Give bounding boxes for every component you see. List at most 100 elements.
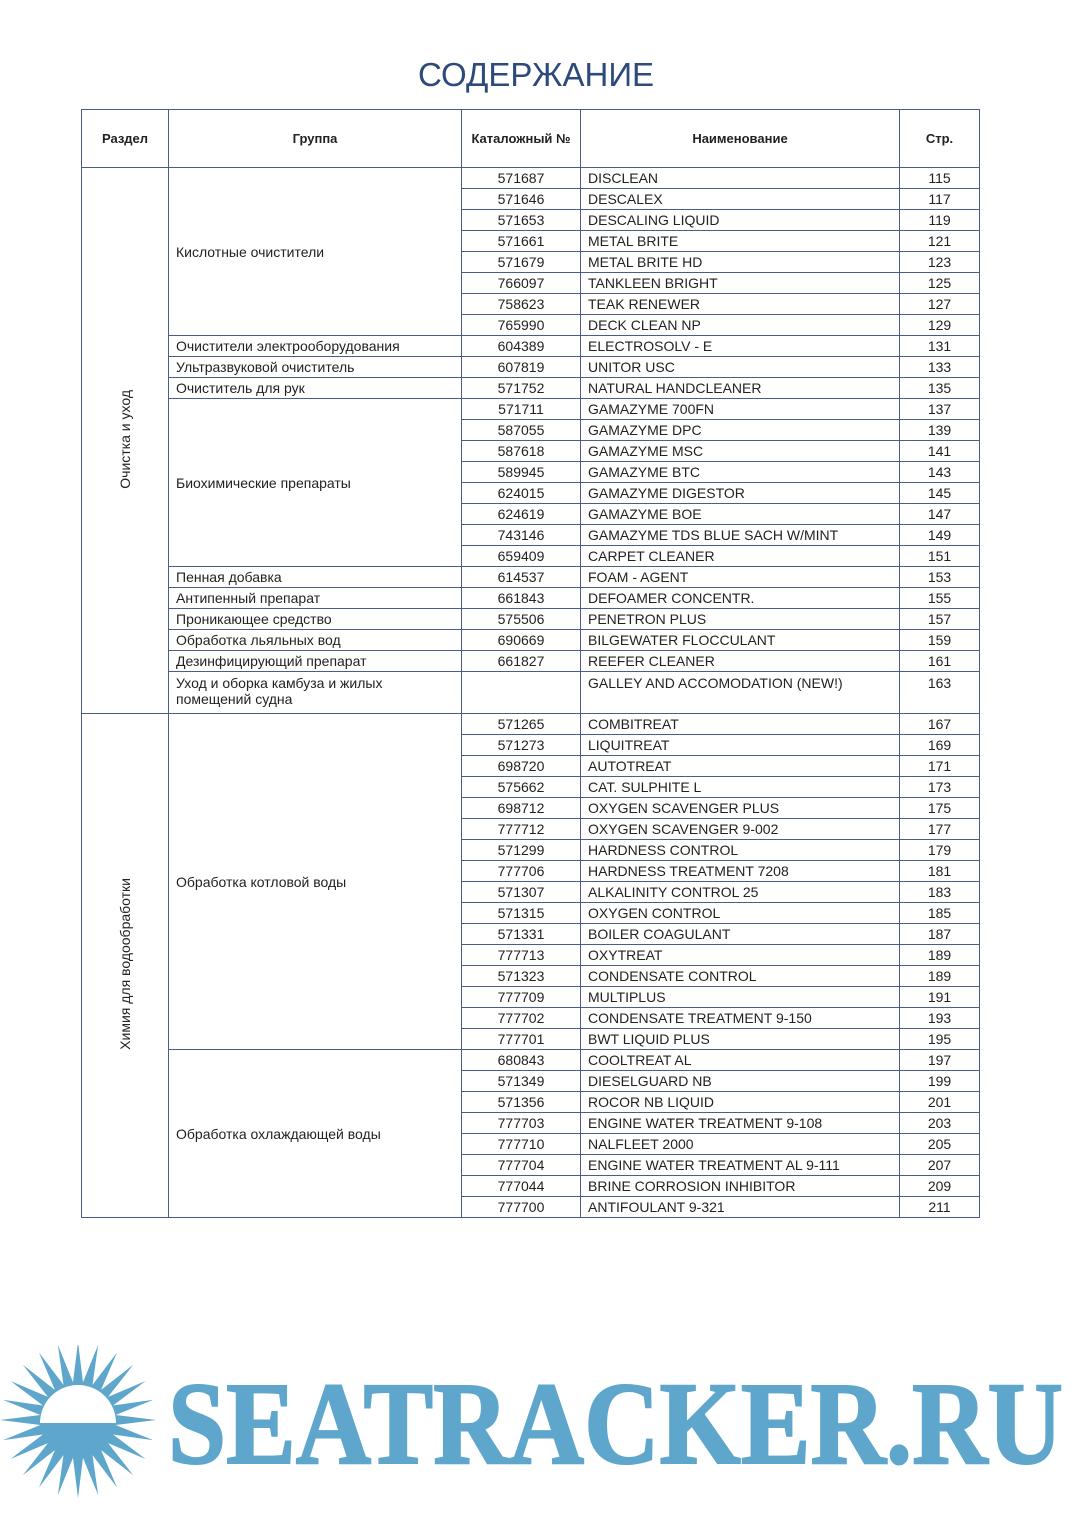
- page-number: 177: [899, 818, 980, 840]
- product-name: DECK CLEAN NP: [580, 314, 900, 336]
- page-number: 137: [899, 398, 980, 420]
- header-section: Раздел: [81, 109, 169, 168]
- product-name: CARPET CLEANER: [580, 545, 900, 567]
- table-row: 765990 DECK CLEAN NP 129: [82, 314, 980, 336]
- page-number: 125: [899, 272, 980, 294]
- product-name: OXYGEN SCAVENGER 9-002: [580, 818, 900, 840]
- page-number: 117: [899, 188, 980, 210]
- product-name: HARDNESS CONTROL: [580, 839, 900, 861]
- catalog-number: 777703: [461, 1112, 581, 1134]
- product-name: GAMAZYME MSC: [580, 440, 900, 462]
- page-number: 153: [899, 566, 980, 588]
- table-row: 743146 GAMAZYME TDS BLUE SACH W/MINT 149: [82, 524, 980, 546]
- product-name: REEFER CLEANER: [580, 650, 900, 672]
- product-name: METAL BRITE HD: [580, 251, 900, 273]
- table-row: Обработка охлаждающей воды 680843 COOLTREA…: [82, 1049, 980, 1218]
- group-cell: Обработка охлаждающей воды: [168, 1049, 462, 1218]
- table-row: Уход и оборка камбуза и жилых помещений …: [82, 671, 980, 714]
- product-name: LIQUITREAT: [580, 734, 900, 756]
- catalog-number: 777702: [461, 1007, 581, 1029]
- table-row: 777700 ANTIFOULANT 9-321 211: [82, 1196, 980, 1218]
- group-cell: Проникающее средство: [168, 608, 462, 630]
- product-name: HARDNESS TREATMENT 7208: [580, 860, 900, 882]
- catalog-number: 587618: [461, 440, 581, 462]
- page-number: 187: [899, 923, 980, 945]
- table-row: 777710 NALFLEET 2000 205: [82, 1133, 980, 1155]
- product-name: ANTIFOULANT 9-321: [580, 1196, 900, 1218]
- product-name: ROCOR NB LIQUID: [580, 1091, 900, 1113]
- product-name: COMBITREAT: [580, 713, 900, 735]
- product-name: GAMAZYME 700FN: [580, 398, 900, 420]
- catalog-number: 571323: [461, 965, 581, 987]
- catalog-number: 571661: [461, 230, 581, 252]
- product-name: DESCALEX: [580, 188, 900, 210]
- table-row: 777704 ENGINE WATER TREATMENT AL 9-111 207: [82, 1154, 980, 1176]
- table-row: Очистка и уход Кислотные очистители 571687…: [81, 167, 980, 714]
- table-row: 571273 LIQUITREAT 169: [82, 734, 980, 756]
- page-number: 205: [899, 1133, 980, 1155]
- page-number: 181: [899, 860, 980, 882]
- header-catalog: Каталожный №: [461, 109, 581, 168]
- page-number: 179: [899, 839, 980, 861]
- product-name: DISCLEAN: [580, 167, 900, 189]
- sun-logo-icon: [0, 1345, 156, 1498]
- product-name: OXYTREAT: [580, 944, 900, 966]
- catalog-number: 587055: [461, 419, 581, 441]
- catalog-number: 571646: [461, 188, 581, 210]
- page-number: 149: [899, 524, 980, 546]
- group-cell: Биохимические препараты: [168, 398, 462, 567]
- group-cell: Очистители электрооборудования: [168, 335, 462, 357]
- section-cell: Химия для водообработки: [81, 713, 169, 1218]
- page-number: 131: [899, 335, 980, 357]
- watermark-text: SEATRACKER.RU: [168, 1358, 1063, 1489]
- page-number: 189: [899, 965, 980, 987]
- contents-body: Очистка и уход Кислотные очистители 571687…: [81, 167, 980, 1218]
- product-name: DIESELGUARD NB: [580, 1070, 900, 1092]
- catalog-number: 758623: [461, 293, 581, 315]
- catalog-number: 571752: [461, 377, 581, 399]
- header-name: Наименование: [580, 109, 900, 168]
- catalog-number: 624015: [461, 482, 581, 504]
- group-cell: Уход и оборка камбуза и жилых помещений …: [168, 671, 462, 714]
- section-label: Химия для водообработки: [117, 878, 133, 1050]
- page-number: 163: [899, 671, 980, 714]
- table-row: 571299 HARDNESS CONTROL 179: [82, 839, 980, 861]
- catalog-number: 661827: [461, 650, 581, 672]
- product-name: COOLTREAT AL: [580, 1049, 900, 1071]
- catalog-number: 777706: [461, 860, 581, 882]
- product-name: GAMAZYME BOE: [580, 503, 900, 525]
- catalog-number: 777700: [461, 1196, 581, 1218]
- product-name: GAMAZYME TDS BLUE SACH W/MINT: [580, 524, 900, 546]
- catalog-number: 571679: [461, 251, 581, 273]
- product-name: UNITOR USC: [580, 356, 900, 378]
- product-name: AUTOTREAT: [580, 755, 900, 777]
- product-name: TANKLEEN BRIGHT: [580, 272, 900, 294]
- product-name: OXYGEN SCAVENGER PLUS: [580, 797, 900, 819]
- table-row: 624619 GAMAZYME BOE 147: [82, 503, 980, 525]
- section-cell: Очистка и уход: [81, 167, 169, 714]
- catalog-number: 571711: [461, 398, 581, 420]
- page-number: 127: [899, 293, 980, 315]
- product-name: GAMAZYME DIGESTOR: [580, 482, 900, 504]
- page-number: 193: [899, 1007, 980, 1029]
- table-row: Очистители электрооборудования 604389 ELEC…: [82, 335, 980, 357]
- page-number: 123: [899, 251, 980, 273]
- product-name: CONDENSATE TREATMENT 9-150: [580, 1007, 900, 1029]
- group-cell: Кислотные очистители: [168, 167, 462, 336]
- page-number: 141: [899, 440, 980, 462]
- header-page: Стр.: [899, 109, 980, 168]
- page-number: 169: [899, 734, 980, 756]
- product-name: GAMAZYME BTC: [580, 461, 900, 483]
- product-name: DEFOAMER CONCENTR.: [580, 587, 900, 609]
- page-number: 173: [899, 776, 980, 798]
- group-cell: Антипенный препарат: [168, 587, 462, 609]
- catalog-number: 680843: [461, 1049, 581, 1071]
- page-number: 159: [899, 629, 980, 651]
- page-number: 155: [899, 587, 980, 609]
- table-row: 777713 OXYTREAT 189: [82, 944, 980, 966]
- catalog-number: 575662: [461, 776, 581, 798]
- section-label: Очистка и уход: [117, 389, 133, 489]
- table-row: Проникающее средство 575506 PENETRON PLUS 1…: [82, 608, 980, 630]
- catalog-number: 777044: [461, 1175, 581, 1197]
- product-name: CAT. SULPHITE L: [580, 776, 900, 798]
